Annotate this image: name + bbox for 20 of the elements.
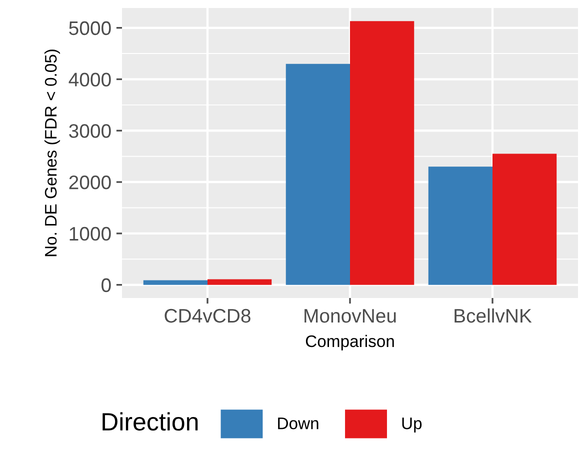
- y-tick-label: 3000: [69, 124, 111, 138]
- y-tick-label: 4000: [68, 72, 111, 86]
- bar: [428, 166, 492, 285]
- legend-label: Down: [278, 418, 318, 430]
- y-tick-label: 0: [102, 278, 111, 292]
- y-axis-title: No. DE Genes (FDR < 0.05): [44, 50, 60, 256]
- x-tick-label: CD4vCD8: [164, 308, 250, 323]
- y-tick-label: 1000: [70, 226, 111, 241]
- x-axis-title: Comparison: [306, 334, 394, 350]
- legend-label: Up: [402, 418, 422, 433]
- x-tick-label: BcellvNK: [454, 308, 532, 323]
- bar: [350, 21, 414, 285]
- x-tick-label: MonovNeu: [304, 309, 396, 323]
- y-tick-label: 2000: [69, 176, 111, 190]
- legend-title: Direction: [102, 412, 198, 431]
- y-tick-label: 5000: [69, 21, 111, 36]
- bar: [208, 279, 272, 285]
- bar: [492, 154, 557, 285]
- bar: [143, 280, 208, 285]
- bar: [286, 64, 350, 285]
